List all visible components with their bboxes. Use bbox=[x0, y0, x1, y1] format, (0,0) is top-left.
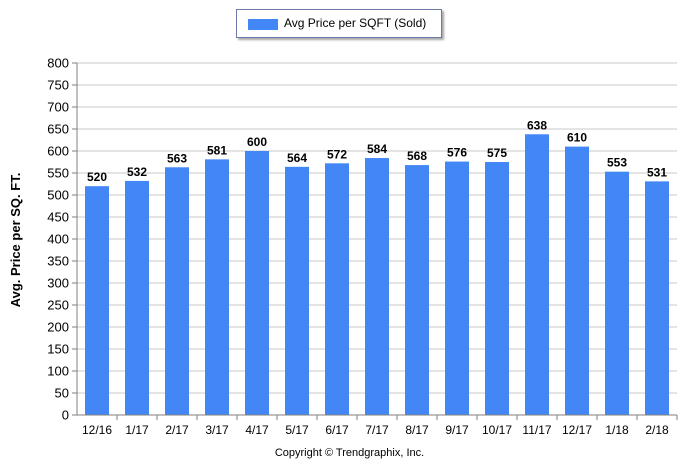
data-label: 600 bbox=[247, 135, 267, 149]
y-tick-label: 0 bbox=[62, 408, 69, 423]
x-tick-label: 12/16 bbox=[82, 423, 112, 437]
x-tick-label: 5/17 bbox=[285, 423, 309, 437]
bar bbox=[125, 180, 149, 415]
data-label: 584 bbox=[367, 142, 387, 156]
bar bbox=[365, 158, 389, 416]
data-label: 581 bbox=[207, 143, 227, 157]
x-tick-label: 12/17 bbox=[562, 423, 592, 437]
bar bbox=[245, 151, 269, 415]
y-tick-label: 50 bbox=[55, 386, 69, 401]
x-tick-label: 1/18 bbox=[605, 423, 629, 437]
data-label: 564 bbox=[287, 151, 307, 165]
y-tick-label: 400 bbox=[47, 232, 69, 247]
bar bbox=[405, 165, 429, 415]
y-tick-label: 600 bbox=[47, 144, 69, 159]
x-tick-label: 10/17 bbox=[482, 423, 512, 437]
y-tick-label: 150 bbox=[47, 342, 69, 357]
x-tick-label: 3/17 bbox=[205, 423, 229, 437]
bar bbox=[205, 159, 229, 415]
y-tick-label: 350 bbox=[47, 254, 69, 269]
y-tick-label: 650 bbox=[47, 122, 69, 137]
x-tick-label: 11/17 bbox=[522, 423, 551, 437]
data-label: 568 bbox=[407, 149, 427, 163]
x-tick-label: 4/17 bbox=[245, 423, 269, 437]
bar bbox=[325, 163, 349, 415]
legend-label: Avg Price per SQFT (Sold) bbox=[284, 16, 427, 30]
bar bbox=[565, 146, 589, 415]
x-tick-label: 6/17 bbox=[325, 423, 349, 437]
data-label: 553 bbox=[607, 156, 627, 170]
y-tick-label: 700 bbox=[47, 100, 69, 115]
data-label: 532 bbox=[127, 165, 147, 179]
data-label: 576 bbox=[447, 146, 467, 160]
bar bbox=[445, 161, 469, 415]
y-tick-label: 750 bbox=[47, 78, 69, 93]
y-tick-label: 500 bbox=[47, 188, 69, 203]
bar bbox=[485, 162, 509, 415]
y-tick-label: 550 bbox=[47, 166, 69, 181]
x-tick-label: 9/17 bbox=[445, 423, 469, 437]
bar bbox=[645, 181, 669, 415]
data-labels: 520 532 563 581 600 564 572 584 568 576 575 638 610 5… bbox=[87, 118, 667, 184]
bar bbox=[285, 166, 309, 415]
y-tick-label: 100 bbox=[47, 364, 69, 379]
x-tick-label: 2/17 bbox=[165, 423, 189, 437]
data-label: 572 bbox=[327, 147, 347, 161]
y-tick-label: 250 bbox=[47, 298, 69, 313]
y-tick-label: 300 bbox=[47, 276, 69, 291]
x-tick-label: 8/17 bbox=[405, 423, 429, 437]
bar bbox=[525, 134, 549, 415]
data-label: 520 bbox=[87, 170, 107, 184]
bars bbox=[85, 134, 669, 416]
copyright-footer: Copyright © Trendgraphix, Inc. bbox=[274, 447, 425, 459]
legend-swatch bbox=[248, 19, 278, 30]
data-label: 563 bbox=[167, 151, 187, 165]
bar bbox=[605, 171, 629, 415]
data-label: 531 bbox=[647, 165, 667, 179]
y-tick-label: 200 bbox=[47, 320, 69, 335]
data-label: 610 bbox=[567, 131, 587, 145]
axes: 0 50 100 150 200 250 300 350 400 450 500 550 600 650 7… bbox=[47, 56, 678, 437]
x-tick-label: 2/18 bbox=[645, 423, 669, 437]
data-label: 575 bbox=[487, 146, 507, 160]
y-axis-title: Avg. Price per SQ. FT. bbox=[8, 173, 23, 308]
x-tick-label: 7/17 bbox=[365, 423, 389, 437]
y-tick-label: 450 bbox=[47, 210, 69, 225]
bar bbox=[85, 186, 109, 415]
bar bbox=[165, 167, 189, 415]
data-label: 638 bbox=[527, 118, 547, 132]
y-tick-label: 800 bbox=[47, 56, 69, 71]
legend: Avg Price per SQFT (Sold) bbox=[236, 9, 442, 38]
x-tick-label: 1/17 bbox=[125, 423, 149, 437]
